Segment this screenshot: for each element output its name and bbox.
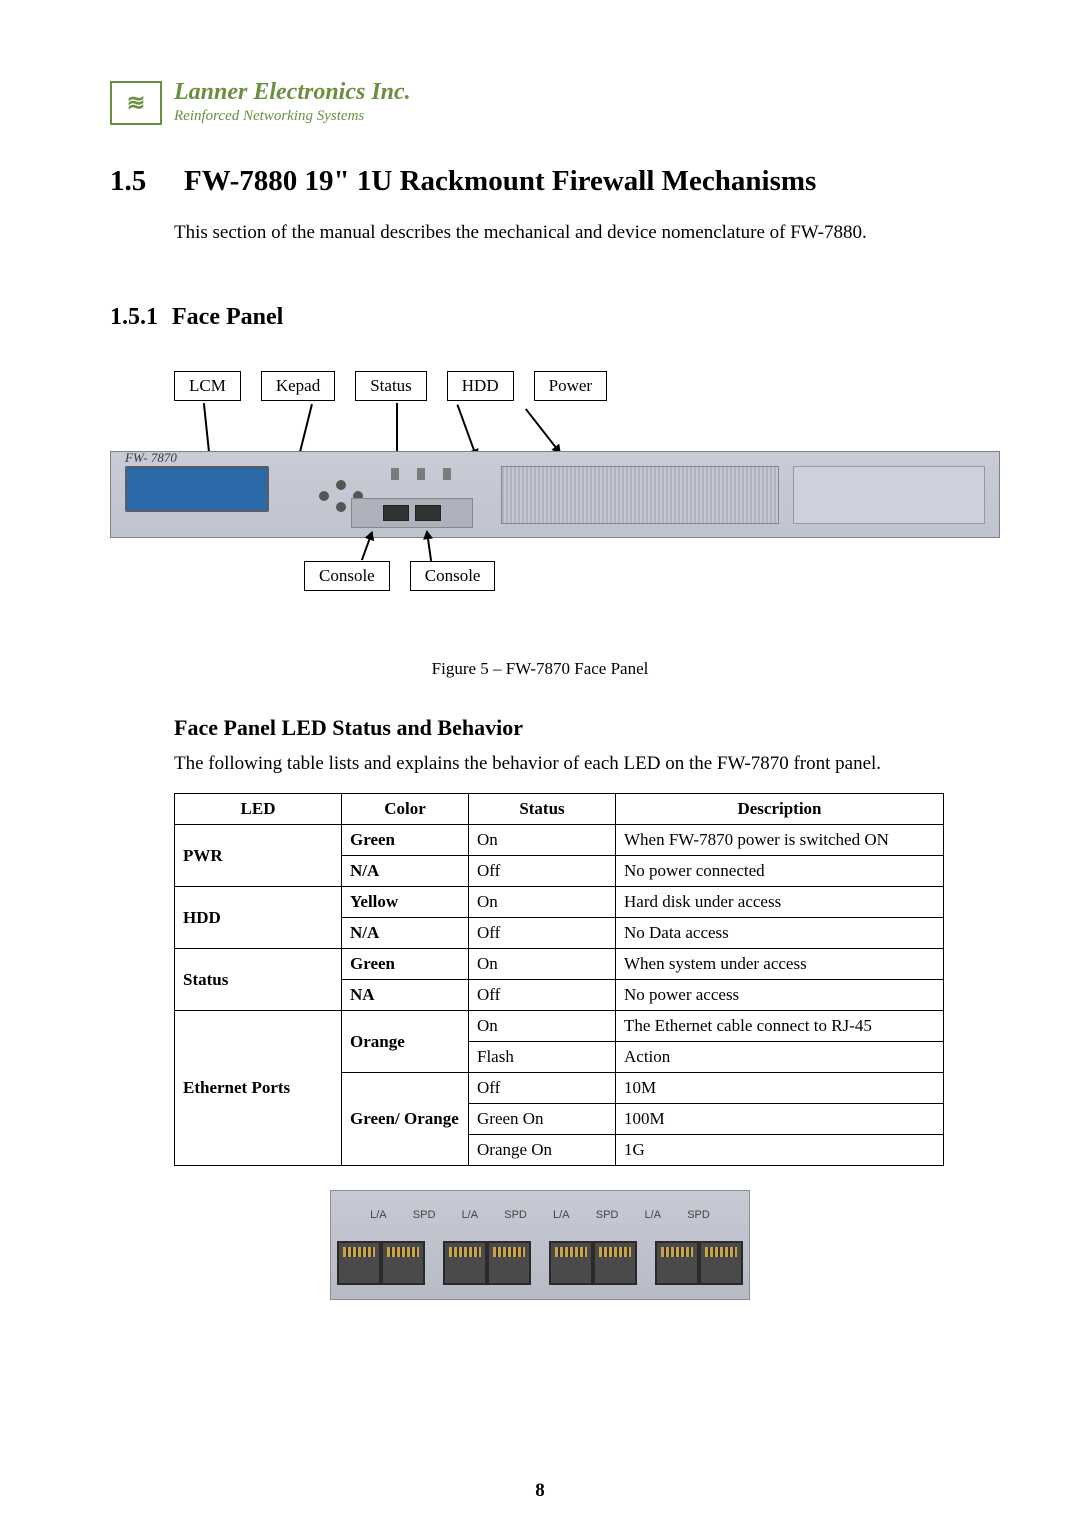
cell-color: Orange: [342, 1011, 469, 1073]
device-panel-image: FW- 7870: [110, 451, 1000, 538]
cell-led: Ethernet Ports: [175, 1011, 342, 1166]
document-page: ≋ Lanner Electronics Inc. Reinforced Net…: [0, 0, 1080, 1528]
label-console: Console: [304, 561, 390, 591]
label-keypad: Kepad: [261, 371, 335, 401]
cell-status: On: [469, 1011, 616, 1042]
cell-description: Action: [616, 1042, 944, 1073]
cell-color: Yellow: [342, 887, 469, 918]
table-row: HDDYellowOnHard disk under access: [175, 887, 944, 918]
cell-color: N/A: [342, 918, 469, 949]
table-header-row: LED Color Status Description: [175, 794, 944, 825]
th-led: LED: [175, 794, 342, 825]
rj45-port-pair: [337, 1241, 425, 1285]
section-title: 1.5 FW-7880 19" 1U Rackmount Firewall Me…: [110, 165, 970, 198]
company-name: Lanner Electronics Inc.: [174, 80, 411, 104]
subsection-number: 1.5.1: [110, 304, 158, 330]
port-label: L/A: [553, 1209, 570, 1221]
company-text-block: Lanner Electronics Inc. Reinforced Netwo…: [174, 80, 411, 125]
cell-description: 1G: [616, 1135, 944, 1166]
cell-status: Off: [469, 918, 616, 949]
cell-status: Off: [469, 856, 616, 887]
label-hdd: HDD: [447, 371, 514, 401]
blank-panel: [793, 466, 985, 524]
led-section-intro: The following table lists and explains t…: [174, 753, 970, 775]
cell-description: The Ethernet cable connect to RJ-45: [616, 1011, 944, 1042]
th-status: Status: [469, 794, 616, 825]
section-number: 1.5: [110, 165, 156, 198]
cell-status: On: [469, 949, 616, 980]
label-power: Power: [534, 371, 607, 401]
diagram-bottom-labels: Console Console: [304, 561, 495, 591]
cell-description: 100M: [616, 1104, 944, 1135]
cell-status: Green On: [469, 1104, 616, 1135]
vent-panel: [501, 466, 779, 524]
cell-description: Hard disk under access: [616, 887, 944, 918]
company-logo-icon: ≋: [110, 81, 162, 125]
label-console-2: Console: [410, 561, 496, 591]
cell-led: HDD: [175, 887, 342, 949]
cell-color: N/A: [342, 856, 469, 887]
table-row: StatusGreenOnWhen system under access: [175, 949, 944, 980]
ethernet-ports-image: L/A SPD L/A SPD L/A SPD L/A SPD: [330, 1190, 750, 1300]
port-label: SPD: [504, 1209, 527, 1221]
cell-description: When FW-7870 power is switched ON: [616, 825, 944, 856]
cell-status: Orange On: [469, 1135, 616, 1166]
port-label: SPD: [413, 1209, 436, 1221]
port-label: L/A: [645, 1209, 662, 1221]
cell-color: Green: [342, 825, 469, 856]
arrow-icon: [456, 404, 477, 457]
cell-status: On: [469, 825, 616, 856]
port-label: L/A: [370, 1209, 387, 1221]
cell-description: When system under access: [616, 949, 944, 980]
subsection-title: 1.5.1 Face Panel: [110, 304, 970, 331]
cell-description: No Data access: [616, 918, 944, 949]
section-title-text: FW-7880 19" 1U Rackmount Firewall Mechan…: [184, 165, 816, 198]
port-label: SPD: [687, 1209, 710, 1221]
figure-caption: Figure 5 – FW-7870 Face Panel: [110, 659, 970, 679]
port-labels-row: L/A SPD L/A SPD L/A SPD L/A SPD: [331, 1209, 749, 1221]
cell-status: Off: [469, 980, 616, 1011]
rj45-port-pair: [443, 1241, 531, 1285]
cell-led: PWR: [175, 825, 342, 887]
label-status: Status: [355, 371, 427, 401]
page-header: ≋ Lanner Electronics Inc. Reinforced Net…: [110, 80, 970, 125]
cell-status: Flash: [469, 1042, 616, 1073]
led-status-table: LED Color Status Description PWRGreenOnW…: [174, 793, 944, 1166]
console-ports: [351, 498, 473, 528]
cell-status: Off: [469, 1073, 616, 1104]
arrow-icon: [525, 408, 561, 453]
th-color: Color: [342, 794, 469, 825]
cell-description: No power access: [616, 980, 944, 1011]
cell-led: Status: [175, 949, 342, 1011]
cell-color: Green: [342, 949, 469, 980]
subsection-title-text: Face Panel: [172, 304, 283, 330]
company-tagline: Reinforced Networking Systems: [174, 108, 411, 125]
th-description: Description: [616, 794, 944, 825]
face-panel-diagram: LCM Kepad Status HDD Power FW- 7870: [110, 371, 970, 631]
port-label: SPD: [596, 1209, 619, 1221]
label-lcm: LCM: [174, 371, 241, 401]
led-section-heading: Face Panel LED Status and Behavior: [174, 715, 970, 741]
status-leds: [391, 468, 451, 480]
rj45-port-pair: [655, 1241, 743, 1285]
logo-glyph: ≋: [127, 90, 145, 116]
cell-color: Green/ Orange: [342, 1073, 469, 1166]
section-intro: This section of the manual describes the…: [174, 222, 970, 244]
cell-status: On: [469, 887, 616, 918]
port-label: L/A: [462, 1209, 479, 1221]
device-model-label: FW- 7870: [125, 450, 177, 466]
lcm-screen: [125, 466, 269, 512]
table-row: PWRGreenOnWhen FW-7870 power is switched…: [175, 825, 944, 856]
rj45-port-pair: [549, 1241, 637, 1285]
diagram-top-labels: LCM Kepad Status HDD Power: [174, 371, 607, 401]
cell-description: No power connected: [616, 856, 944, 887]
cell-description: 10M: [616, 1073, 944, 1104]
table-row: Ethernet PortsOrangeOnThe Ethernet cable…: [175, 1011, 944, 1042]
table-body: PWRGreenOnWhen FW-7870 power is switched…: [175, 825, 944, 1166]
arrow-icon: [426, 531, 432, 561]
cell-color: NA: [342, 980, 469, 1011]
page-number: 8: [0, 1480, 1080, 1502]
